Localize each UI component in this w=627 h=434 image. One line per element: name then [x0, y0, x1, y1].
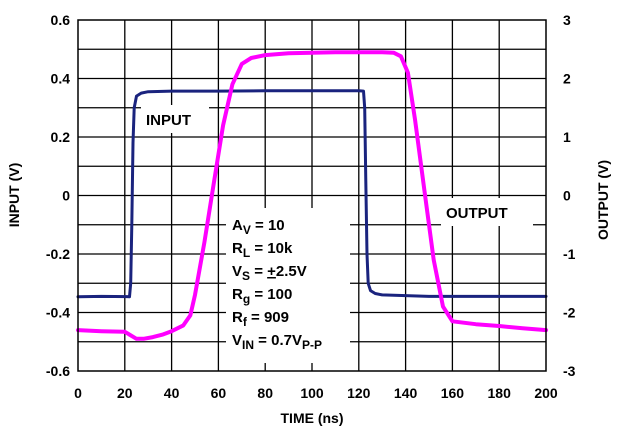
x-tick-label: 200 [534, 385, 558, 401]
y-left-tick-label: 0.4 [51, 71, 71, 87]
y-right-tick-label: -2 [563, 305, 576, 321]
x-tick-label: 160 [441, 385, 465, 401]
condition-line: Rf = 909 [232, 309, 289, 329]
input-annotation-label: INPUT [146, 112, 191, 129]
y-left-tick-label: -0.6 [46, 363, 70, 379]
condition-line: VS = +2.5V [232, 263, 307, 283]
condition-line: RL = 10k [232, 240, 293, 260]
test-conditions: AV = 10 RL = 10k VS = +2.5V Rg = 100 Rf = 90… [232, 217, 322, 352]
output-annotation-label: OUTPUT [446, 205, 508, 222]
y-left-tick-label: 0 [62, 188, 70, 204]
y-left-tick-label: 0.6 [51, 12, 71, 28]
condition-line: Rg = 100 [232, 286, 292, 306]
y-right-tick-label: 0 [563, 188, 571, 204]
input-annotation-bg [141, 105, 209, 133]
x-tick-label: 20 [117, 385, 133, 401]
y-left-tick-label: -0.4 [46, 305, 70, 321]
series-line-output [76, 50, 548, 341]
x-tick-label: 140 [394, 385, 418, 401]
y-right-tick-label: 1 [563, 129, 571, 145]
input-annotation: INPUT [141, 105, 209, 133]
x-tick-label: 40 [164, 385, 180, 401]
x-tick-label: 100 [300, 385, 324, 401]
condition-line: AV = 10 [232, 217, 285, 237]
condition-line: VIN = 0.7VP-P [232, 332, 322, 352]
y-right-tick-label: -3 [563, 363, 576, 379]
x-tick-label: 180 [488, 385, 512, 401]
conditions-box [226, 208, 350, 363]
y-right-tick-label: 2 [563, 71, 571, 87]
y-left-tick-label: 0.2 [51, 129, 71, 145]
y-right-tick-label: 3 [563, 12, 571, 28]
x-tick-label: 80 [257, 385, 273, 401]
output-annotation-bg [441, 198, 533, 226]
x-tick-label: 60 [211, 385, 227, 401]
y-left-tick-label: -0.2 [46, 246, 70, 262]
x-axis-title: TIME (ns) [281, 410, 344, 426]
plot-frame [77, 19, 547, 372]
series-line-input [76, 89, 548, 299]
y-axis-title-left: INPUT (V) [6, 163, 22, 228]
tick-labels: 0 20 40 60 80 100 120 140 160 180 2000.60.40.20-0.… [46, 12, 576, 401]
output-annotation: OUTPUT [441, 198, 533, 226]
x-tick-label: 0 [74, 385, 82, 401]
y-axis-title-right: OUTPUT (V) [595, 160, 611, 240]
y-right-tick-label: -1 [563, 246, 576, 262]
series-layer [76, 50, 548, 341]
x-tick-label: 120 [347, 385, 371, 401]
